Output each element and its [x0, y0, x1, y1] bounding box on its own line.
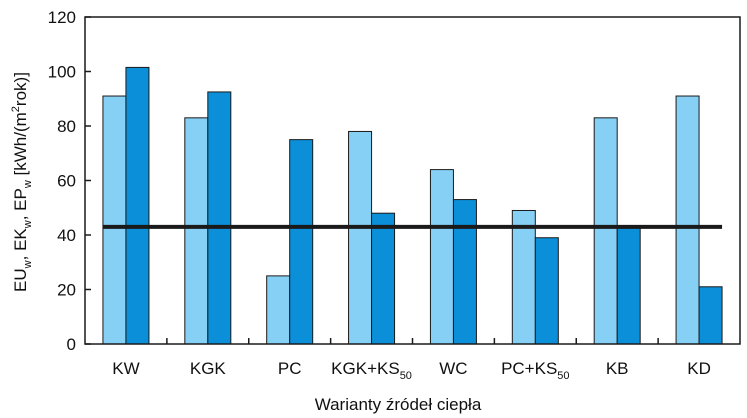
y-axis-title-ep: EP: [11, 188, 30, 211]
y-axis-title: EUw, EKw, EPw [kWh/(m2rok)]: [10, 72, 34, 292]
bar-dark-5: [452, 199, 477, 345]
y-tick-label: 40: [57, 226, 76, 245]
y-tick-label: 0: [67, 335, 76, 354]
y-axis-title-eu: EU: [11, 268, 30, 292]
x-tick-labels: KW KGK PC KGK+KS50 WC PC+KS50 KB KD: [112, 359, 711, 382]
bar-dark-7: [616, 226, 641, 345]
x-tick-label: PC+KS50: [501, 359, 569, 382]
y-axis-title-unit: [kWh/(m: [11, 112, 30, 180]
bar-light-1: [102, 95, 127, 345]
y-axis-title-ek: EK: [11, 228, 30, 251]
bar-dark-6: [534, 237, 559, 345]
y-axis-title-unit-end: rok)]: [11, 72, 30, 106]
y-tick-label: 80: [57, 117, 76, 136]
y-axis-title-ek-sub: w: [22, 220, 34, 229]
y-axis-title-ep-sub: w: [22, 180, 34, 189]
bar-light-6: [511, 209, 536, 345]
y-axis-title-sep2: ,: [11, 211, 30, 220]
bar-dark-1: [125, 66, 150, 345]
x-tick-label: PC: [278, 359, 302, 378]
x-tick-label: WC: [439, 359, 467, 378]
bar-light-2: [184, 117, 209, 345]
bar-light-5: [429, 169, 454, 345]
y-tick-label: 60: [57, 172, 76, 191]
bar-dark-4: [371, 212, 396, 345]
x-tick-label: KD: [687, 359, 711, 378]
x-axis-title: Warianty źródeł ciepła: [315, 395, 482, 414]
bar-light-4: [348, 130, 373, 345]
y-tick-label: 100: [48, 63, 76, 82]
bar-light-7: [593, 117, 618, 345]
y-tick-label: 20: [57, 281, 76, 300]
bar-dark-8: [698, 286, 723, 345]
y-axis-title-eu-sub: w: [22, 260, 34, 269]
bar-dark-3: [289, 139, 314, 345]
bar-light-8: [675, 95, 700, 345]
bar-light-3: [266, 275, 291, 345]
x-tick-label: KW: [112, 359, 139, 378]
bars-group: [102, 66, 723, 345]
bar-dark-2: [207, 91, 232, 345]
x-tick-label: KGK: [190, 359, 227, 378]
y-axis-title-sep1: ,: [11, 251, 30, 260]
x-tick-label: KGK+KS50: [331, 359, 412, 382]
y-tick-label: 120: [48, 8, 76, 27]
axes-group: [84, 16, 741, 345]
y-axis-title-sup: 2: [10, 106, 22, 112]
plot-frame: [84, 16, 741, 345]
y-tick-labels: 0 20 40 60 80 100 120: [48, 8, 76, 354]
x-tick-label: KB: [606, 359, 629, 378]
